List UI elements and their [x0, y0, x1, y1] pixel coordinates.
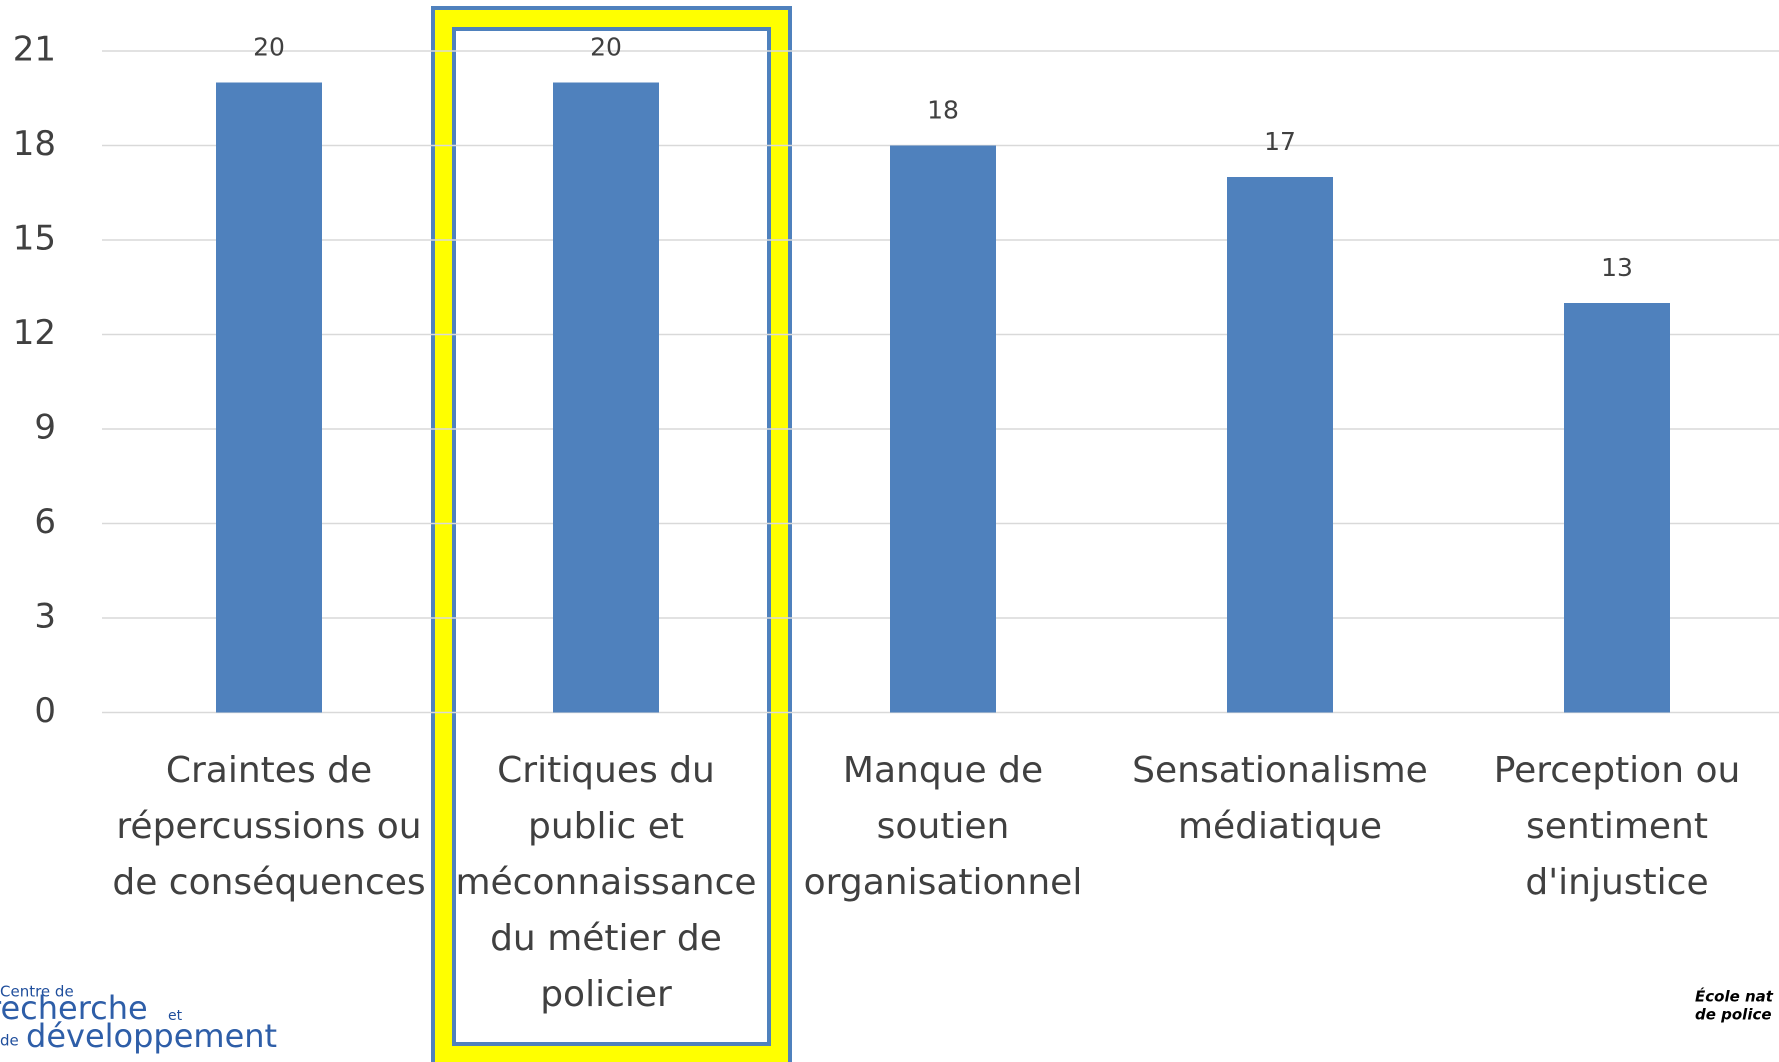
x-tick-label: médiatique — [1178, 806, 1382, 847]
logo-text: recherche — [0, 989, 148, 1027]
y-tick-label: 21 — [13, 30, 56, 70]
x-tick-label: répercussions ou — [116, 806, 421, 847]
bar — [1227, 177, 1333, 713]
y-tick-label: 6 — [34, 502, 56, 542]
x-tick-label: Manque de — [843, 750, 1043, 791]
y-tick-label: 3 — [34, 597, 56, 637]
x-tick-label: policier — [540, 974, 672, 1015]
y-tick-label: 9 — [34, 408, 56, 448]
value-label: 18 — [927, 96, 959, 125]
bar — [553, 82, 659, 713]
logo-right: École nat de police — [1695, 987, 1774, 1024]
x-tick-label: sentiment — [1526, 806, 1708, 847]
logo-text: École nat — [1695, 987, 1774, 1006]
bar — [216, 82, 322, 713]
value-label: 17 — [1264, 127, 1296, 156]
x-tick-label: Craintes de — [166, 750, 372, 791]
y-tick-label: 0 — [34, 691, 56, 731]
x-tick-label: du métier de — [490, 918, 722, 959]
logo-text: de — [0, 1032, 19, 1050]
y-tick-label: 18 — [13, 124, 56, 164]
logo-text: développement — [26, 1017, 277, 1055]
logo-text: de police — [1695, 1006, 1772, 1024]
y-tick-label: 12 — [13, 313, 56, 353]
x-tick-label: Perception ou — [1494, 750, 1741, 791]
x-tick-label: soutien — [877, 806, 1010, 847]
bar — [890, 145, 996, 713]
x-tick-label: organisationnel — [804, 862, 1083, 903]
y-tick-label: 15 — [13, 219, 56, 259]
logo-text: Centre de — [0, 983, 74, 1001]
bar — [1564, 303, 1670, 713]
x-tick-label: d'injustice — [1525, 862, 1708, 903]
x-tick-label: méconnaissance — [455, 862, 756, 903]
value-label: 20 — [253, 33, 285, 62]
x-tick-label: Sensationalisme — [1132, 750, 1428, 791]
logo-left: Centre de recherche et de développement — [0, 983, 277, 1056]
x-tick-label: de conséquences — [112, 862, 425, 903]
value-label: 20 — [590, 33, 622, 62]
logo-text: et — [168, 1008, 183, 1024]
x-tick-label: Critiques du — [497, 750, 715, 791]
x-tick-label: public et — [528, 806, 684, 847]
value-label: 13 — [1601, 253, 1633, 282]
